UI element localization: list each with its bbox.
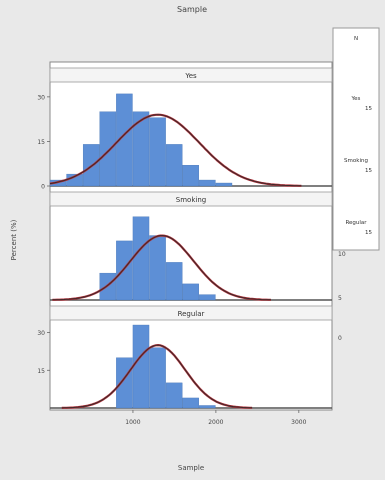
facet-panels: Yes 0 15 30 Smoking Regular 15 30 <box>37 67 333 409</box>
histogram-bar <box>165 262 183 301</box>
histogram-bar <box>199 405 216 409</box>
histogram-bar <box>149 235 166 301</box>
side-label: 10 <box>338 251 346 258</box>
facet-panel-2: Regular 15 30 <box>37 305 333 409</box>
figure-title: Sample <box>177 5 207 14</box>
legend-entry-label: Smoking <box>344 158 368 164</box>
plot-frame <box>49 61 333 411</box>
histogram-bar <box>116 93 133 187</box>
normal-fit-curve-outline <box>61 344 253 409</box>
histogram-bar <box>182 397 199 409</box>
facet-header <box>49 305 333 321</box>
histogram-bar <box>165 144 183 187</box>
plot-area <box>49 61 333 411</box>
histogram-bar <box>132 216 150 301</box>
facet-panel-0: Yes 0 15 30 <box>37 67 333 191</box>
legend-entry-label: N <box>354 36 358 42</box>
histogram-bar <box>149 117 166 187</box>
y-tick-label: 30 <box>37 94 45 101</box>
y-tick-label: 30 <box>37 330 45 337</box>
legend-entry-value: 15 <box>365 168 372 174</box>
y-axis-label: Percent (%) <box>10 219 18 260</box>
normal-fit-curve-outline <box>52 235 271 301</box>
histogram-bar <box>199 294 216 301</box>
y-tick-label: 0 <box>41 184 45 191</box>
x-tick-label: 2000 <box>208 419 223 426</box>
facet-header <box>49 67 333 83</box>
legend-frame <box>332 27 380 251</box>
legend-entry-value: 15 <box>365 230 372 236</box>
facet-title: Smoking <box>176 196 206 204</box>
facet-header <box>49 191 333 207</box>
histogram-bar <box>182 283 199 301</box>
histogram-bar <box>215 182 233 187</box>
legend-entry-value: 15 <box>365 106 372 112</box>
histogram-bar <box>116 357 133 409</box>
histogram-bar <box>149 347 166 409</box>
facet-title: Yes <box>184 72 197 80</box>
legend-items: N Yes 15 Smoking 15 Regular 15 10 5 0 <box>338 36 372 342</box>
histogram-bar <box>116 240 133 301</box>
x-axis-label: Sample <box>178 464 204 472</box>
x-axis: 1000 2000 3000 <box>125 410 307 426</box>
x-tick-label: 1000 <box>125 419 140 426</box>
legend-entry-label: Regular <box>345 220 367 226</box>
histogram-bar <box>132 111 150 187</box>
facet-title: Regular <box>178 310 205 318</box>
x-tick-label: 3000 <box>291 419 306 426</box>
side-label: 0 <box>338 335 342 342</box>
side-label: 5 <box>338 295 342 302</box>
y-tick-label: 15 <box>37 139 45 146</box>
normal-fit-curve-outline <box>49 114 302 187</box>
histogram-bar <box>165 382 183 409</box>
y-tick-label: 15 <box>37 368 45 375</box>
histogram-bar <box>199 179 216 187</box>
histogram-bar <box>182 164 199 187</box>
histogram-bar <box>99 111 117 187</box>
facet-panel-1: Smoking <box>49 191 333 301</box>
histogram-bar <box>132 324 150 409</box>
legend-entry-label: Yes <box>351 96 361 102</box>
legend-box: N Yes 15 Smoking 15 Regular 15 10 5 0 <box>332 27 380 342</box>
